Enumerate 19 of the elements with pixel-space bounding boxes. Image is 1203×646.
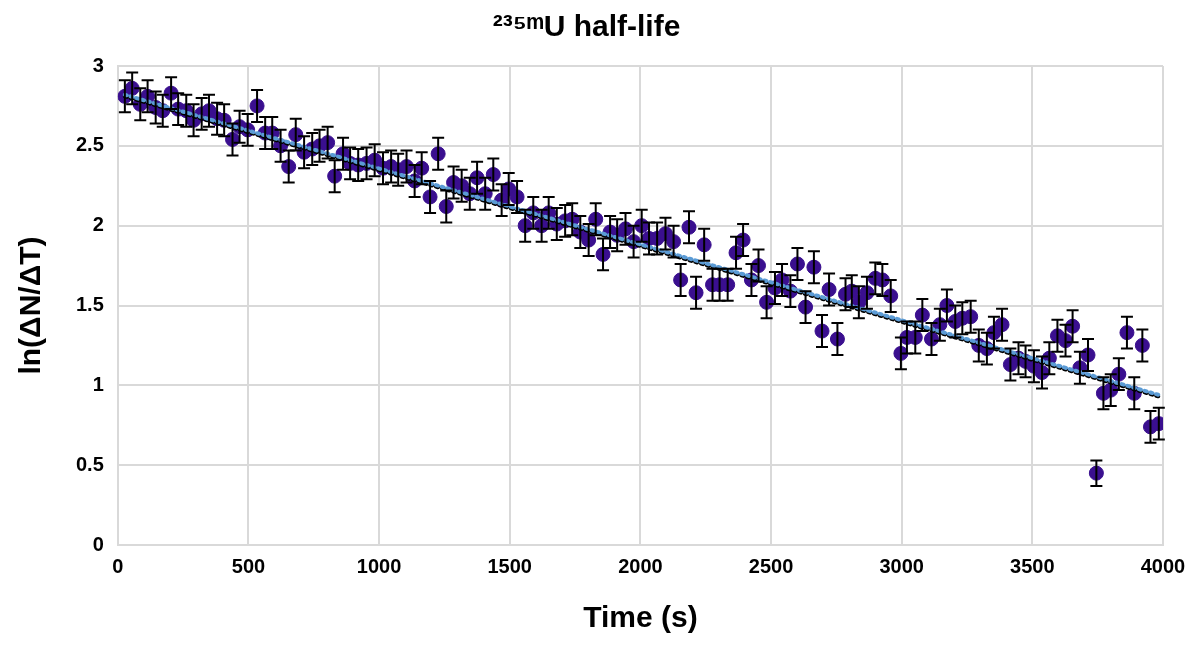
y-tick-label: 0.5: [75, 452, 104, 475]
x-tick-label: 3500: [1010, 554, 1055, 577]
y-tick-label: 1: [92, 372, 104, 395]
x-axis-title: Time (s): [583, 600, 698, 634]
y-tick-label: 2.5: [75, 133, 104, 156]
x-tick-label: 500: [231, 554, 266, 577]
y-tick-label: 1.5: [75, 293, 104, 316]
x-tick-label: 2500: [748, 554, 794, 577]
y-tick-label: 3: [92, 53, 104, 76]
x-tick-label: 0: [112, 554, 124, 577]
x-tick-label: 3000: [879, 554, 924, 577]
x-tick-label: 1000: [356, 554, 402, 577]
y-axis-title: ln(ΔN/ΔT): [13, 236, 47, 375]
x-tick-label: 4000: [1140, 554, 1186, 577]
chart-title: ²³⁵ᵐU half-life: [492, 9, 681, 43]
x-tick-label: 2000: [618, 554, 663, 577]
x-tick-label: 1500: [487, 554, 532, 577]
y-tick-label: 2: [92, 213, 104, 236]
y-tick-label: 0: [92, 532, 104, 555]
